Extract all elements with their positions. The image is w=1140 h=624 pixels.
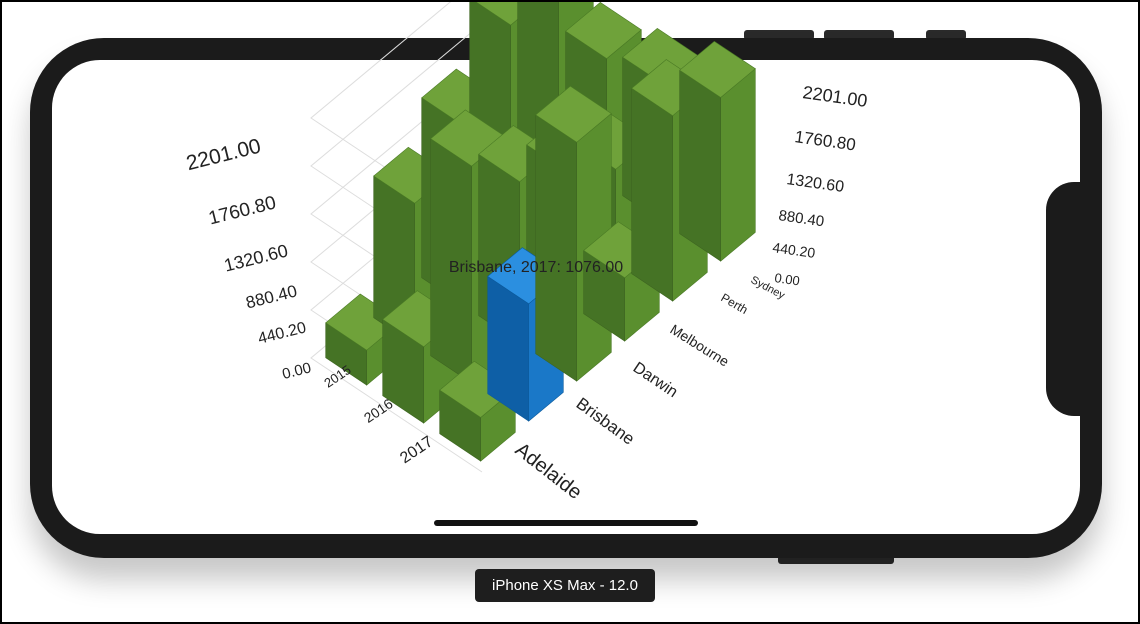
left-tick-label: 1760.80: [206, 192, 278, 229]
phone-notch: [1046, 182, 1086, 416]
bar-top-face: [679, 41, 756, 98]
row-label: 2017: [397, 433, 436, 467]
right-tick-label: 2201.00: [801, 82, 868, 111]
mute-switch: [926, 30, 966, 40]
bar-side-face: [535, 114, 578, 382]
bar-sydney-2017[interactable]: [679, 41, 756, 262]
volume-up-button: [744, 30, 814, 40]
bar-side-face: [679, 69, 722, 262]
right-tick-label: 880.40: [777, 207, 825, 230]
device-label: iPhone XS Max - 12.0: [475, 569, 655, 602]
bar-front-face: [720, 68, 756, 262]
left-axis-labels: 0.00 440.20 880.40 1320.60 1760.80 2201.00: [184, 135, 313, 383]
right-tick-label: 1760.80: [793, 127, 856, 154]
side-button: [778, 554, 894, 564]
right-tick-label: 440.20: [772, 239, 817, 261]
home-indicator[interactable]: [434, 520, 698, 526]
tooltip-label: Brisbane, 2017: 1076.00: [449, 259, 623, 276]
volume-down-button: [824, 30, 894, 40]
left-tick-label: 1320.60: [222, 240, 290, 275]
right-axis-labels: 0.00 440.20 880.40 1320.60 1760.80 2201.00: [772, 82, 869, 288]
left-tick-label: 0.00: [281, 359, 313, 383]
left-tick-label: 440.20: [256, 319, 308, 347]
category-label: Perth: [719, 290, 751, 316]
right-tick-label: 0.00: [774, 270, 801, 288]
bar-top-face: [535, 85, 612, 143]
left-tick-label: 880.40: [244, 281, 299, 312]
bars: [325, 2, 756, 462]
category-label: Melbourne: [667, 321, 732, 370]
bar-side-face: [631, 87, 674, 302]
category-label: Brisbane: [573, 394, 638, 449]
bar-adelaide-2017[interactable]: [439, 360, 516, 462]
left-tick-label: 2201.00: [184, 135, 263, 176]
right-tick-label: 1320.60: [785, 171, 845, 196]
bar-darwin-2017[interactable]: [535, 85, 612, 382]
category-label: Adelaide: [511, 439, 586, 504]
bar-top-face: [565, 2, 642, 59]
category-label: Darwin: [630, 359, 681, 401]
